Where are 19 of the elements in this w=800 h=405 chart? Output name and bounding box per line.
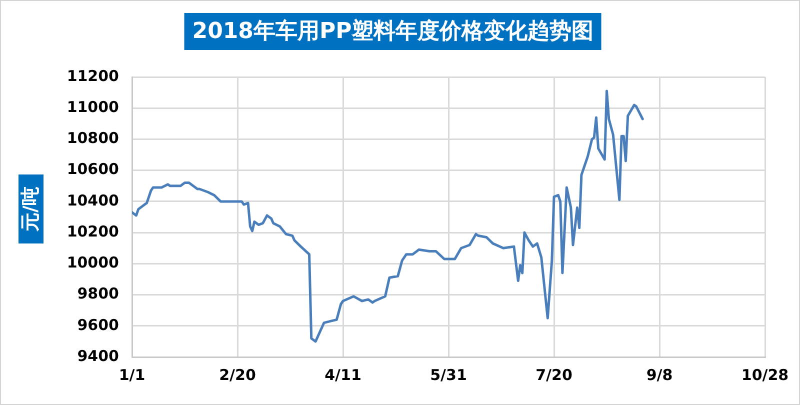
x-tick-label: 7/20	[536, 366, 572, 384]
y-tick-label: 9400	[77, 346, 119, 365]
y-tick-label: 10600	[66, 160, 119, 178]
y-tick-label: 10200	[66, 222, 119, 240]
y-tick-label: 11000	[66, 98, 119, 116]
x-tick-label: 1/1	[118, 366, 146, 384]
y-tick-label: 10400	[66, 191, 119, 210]
y-axis-title: 元/吨	[18, 174, 44, 244]
y-tick-label: 11200	[66, 66, 119, 85]
x-tick-label: 5/31	[430, 366, 467, 384]
y-tick-label: 10000	[66, 254, 119, 272]
y-tick-label: 9600	[77, 316, 119, 334]
y-tick-label: 10800	[66, 129, 119, 148]
x-tick-label: 10/28	[741, 366, 789, 384]
x-tick-label: 9/8	[646, 366, 673, 384]
x-tick-label: 4/11	[324, 366, 362, 384]
chart-title: 2018年车用PP塑料年度价格变化趋势图	[184, 13, 602, 50]
y-tick-label: 9800	[77, 284, 119, 303]
x-tick-label: 2/20	[219, 366, 256, 384]
